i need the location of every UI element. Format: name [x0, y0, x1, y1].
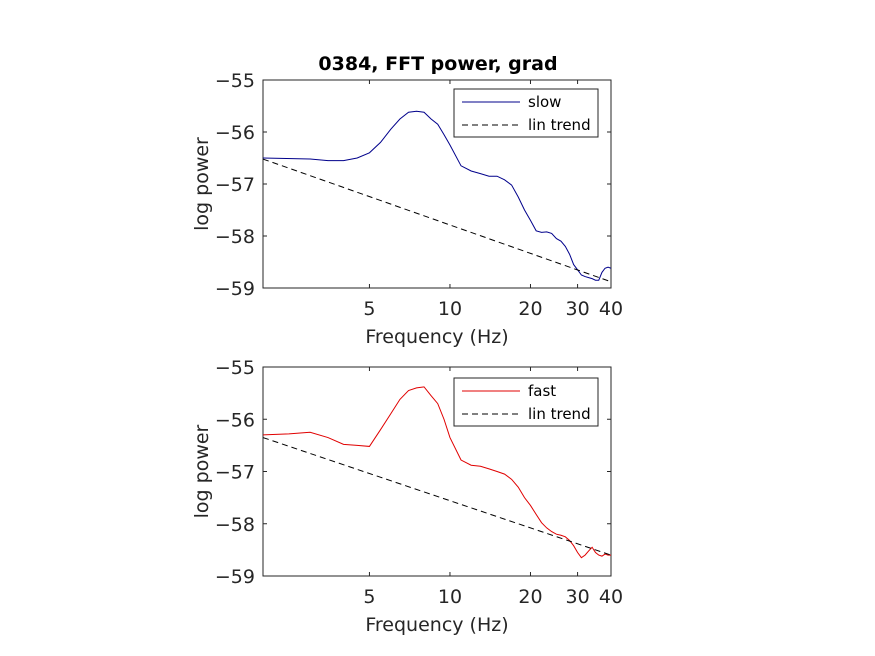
y-axis-label: log power [191, 137, 213, 231]
x-tick-label: 5 [363, 586, 375, 608]
y-tick-label: −58 [215, 226, 255, 248]
x-tick-label: 40 [599, 586, 623, 608]
x-tick-label: 20 [518, 586, 542, 608]
y-tick-label: −59 [215, 278, 255, 300]
plot-area [263, 386, 611, 559]
x-tick-label: 40 [599, 298, 623, 320]
top-axes: −55 −56 −57 −58 −59 5 10 20 30 40 Frequency (Hz) lo… [191, 70, 623, 348]
y-tick-label: −56 [215, 122, 255, 144]
y-tick-label: −57 [215, 174, 255, 196]
legend-label: slow [528, 93, 561, 111]
plot-area [263, 110, 611, 283]
x-tick-label: 30 [565, 298, 589, 320]
y-tick-label: −58 [215, 514, 255, 536]
x-tick-label: 30 [565, 586, 589, 608]
y-tick-label: −56 [215, 409, 255, 431]
legend: fast lin trend [453, 377, 599, 427]
x-tick-label: 20 [518, 298, 542, 320]
y-tick-label: −59 [215, 566, 255, 588]
legend-label: lin trend [528, 405, 591, 423]
legend-box [453, 88, 599, 138]
x-tick-label: 5 [363, 298, 375, 320]
series-line-slow [263, 110, 611, 281]
x-axis-label: Frequency (Hz) [365, 326, 508, 348]
legend-label: fast [528, 382, 556, 400]
legend-box [453, 377, 599, 427]
y-axis-label: log power [191, 424, 213, 518]
x-axis-label: Frequency (Hz) [365, 614, 508, 636]
x-tick-label: 10 [438, 298, 462, 320]
legend-label: lin trend [528, 116, 591, 134]
series-line-fast [263, 386, 611, 559]
x-tick-label: 10 [438, 586, 462, 608]
chart-title: 0384, FFT power, grad [318, 53, 557, 75]
y-tick-label: −55 [215, 357, 255, 379]
series-line-lin-trend [263, 158, 611, 283]
y-tick-label: −57 [215, 462, 255, 484]
bottom-axes: −55 −56 −57 −58 −59 5 10 20 30 40 Frequency (Hz) lo… [191, 357, 623, 636]
y-tick-label: −55 [215, 70, 255, 92]
series-line-lin-trend [263, 437, 611, 556]
legend: slow lin trend [453, 88, 599, 138]
